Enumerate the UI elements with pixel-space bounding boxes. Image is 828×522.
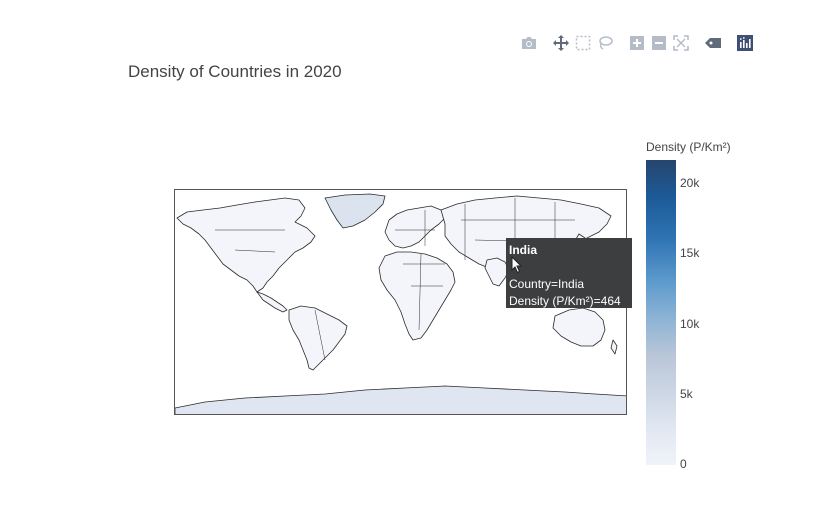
colorbar-tick-10k: 10k: [680, 317, 700, 331]
tooltip-density: Density (P/Km²)=464: [509, 294, 621, 308]
colorbar: [646, 160, 676, 465]
zoom-in-icon[interactable]: [626, 32, 648, 54]
modebar: [518, 32, 756, 54]
tooltip-country: Country=India: [509, 277, 585, 291]
mouse-cursor-icon: [511, 255, 523, 279]
hover-tooltip: India Country=India Density (P/Km²)=464: [506, 238, 632, 308]
colorbar-tick-15k: 15k: [680, 246, 700, 260]
lasso-icon[interactable]: [594, 32, 616, 54]
pan-icon[interactable]: [550, 32, 572, 54]
chart-title: Density of Countries in 2020: [128, 62, 342, 81]
plotly-logo-icon[interactable]: [734, 32, 756, 54]
africa-shape: [378, 251, 456, 341]
box-select-icon[interactable]: [572, 32, 594, 54]
world-map[interactable]: [174, 189, 627, 415]
colorbar-title: Density (P/Km²): [646, 140, 731, 154]
india-shape: [484, 257, 510, 287]
new-zealand-shape: [610, 339, 618, 355]
zoom-out-icon[interactable]: [648, 32, 670, 54]
colorbar-tick-20k: 20k: [680, 176, 700, 190]
greenland-shape: [324, 193, 386, 229]
south-america-shape: [288, 305, 348, 371]
australia-shape: [552, 307, 606, 347]
world-map-svg: [175, 193, 626, 414]
europe-shape: [384, 205, 446, 249]
camera-icon[interactable]: [518, 32, 540, 54]
central-america-shape: [256, 291, 288, 313]
reset-icon[interactable]: [702, 32, 724, 54]
autoscale-icon[interactable]: [670, 32, 692, 54]
colorbar-tick-0: 0: [680, 457, 687, 471]
colorbar-tick-5k: 5k: [680, 387, 693, 401]
north-america-shape: [176, 197, 316, 293]
tooltip-title: India: [509, 243, 538, 257]
antarctica-shape: [175, 385, 626, 414]
